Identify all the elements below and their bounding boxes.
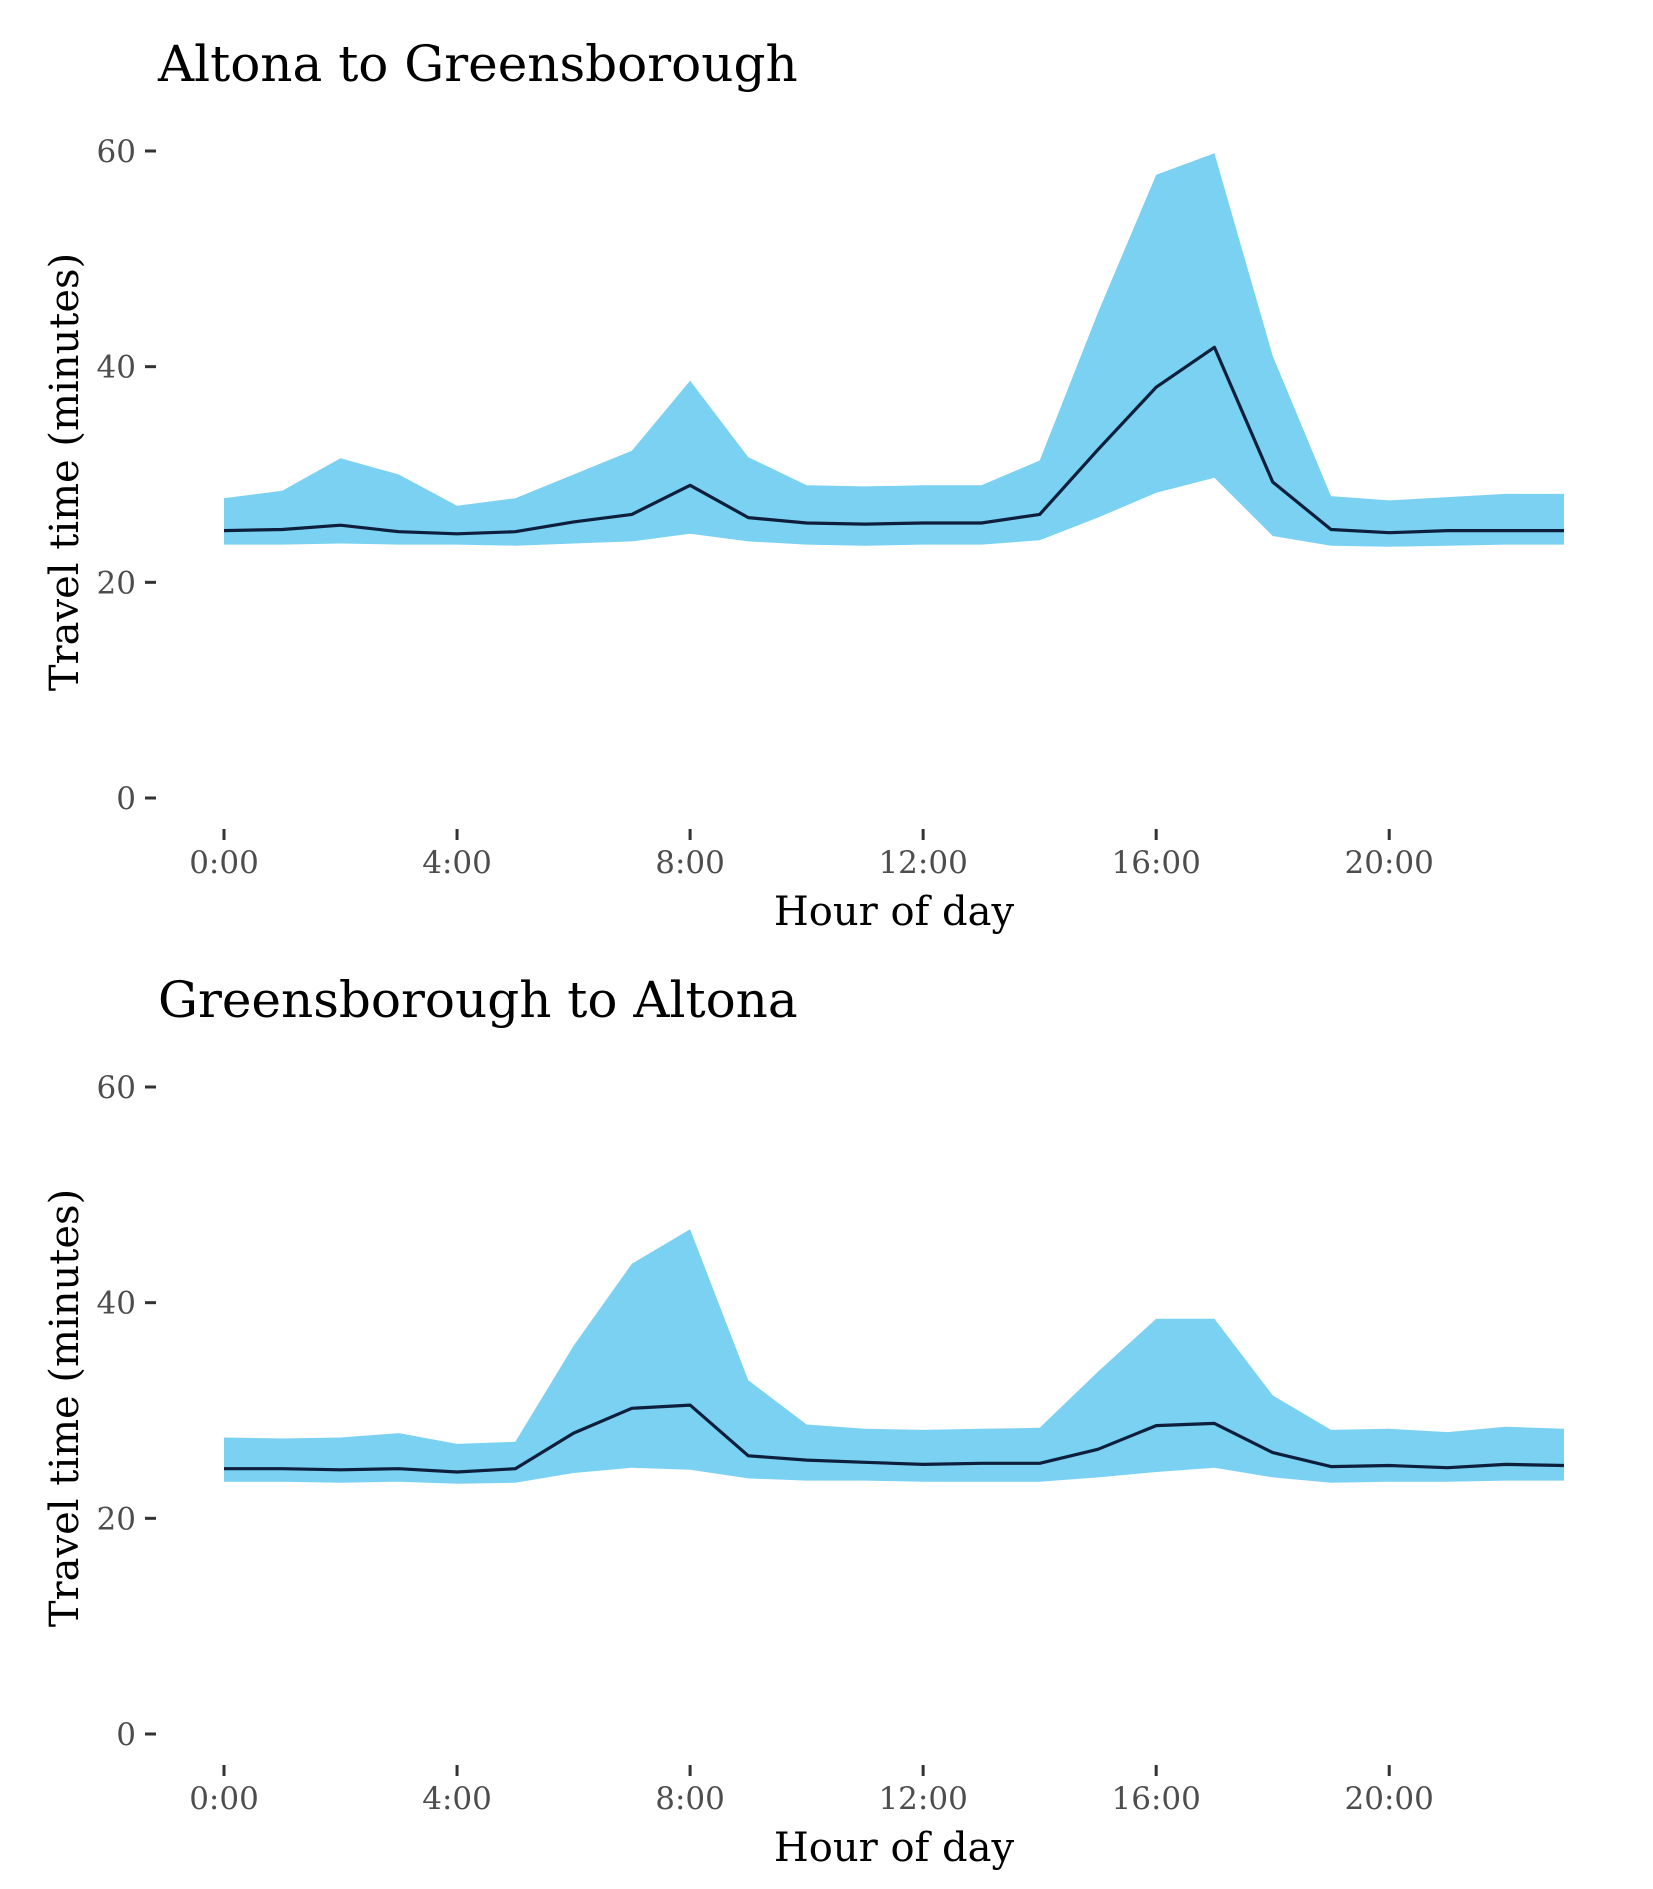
- y-tick-label: 60: [97, 1070, 136, 1106]
- x-tick-label: 4:00: [422, 1781, 492, 1817]
- series-line: [224, 1403, 1565, 1474]
- x-tick-label: 0:00: [189, 845, 259, 881]
- chart-panel-greensborough-to-altona: Greensborough to Altona Travel time (min…: [0, 936, 1653, 1876]
- y-tick-label: 40: [97, 350, 136, 386]
- y-tick-label: 0: [116, 781, 136, 817]
- range-band: [224, 153, 1564, 547]
- chart-title: Greensborough to Altona: [158, 971, 798, 1029]
- range-band: [224, 1229, 1564, 1484]
- x-tick-label: 8:00: [655, 1781, 725, 1817]
- chart-svg: Altona to Greensborough Travel time (min…: [42, 35, 1564, 935]
- x-tick-label: 16:00: [1112, 845, 1201, 881]
- x-tick-label: 20:00: [1345, 845, 1434, 881]
- chart-svg: Greensborough to Altona Travel time (min…: [42, 971, 1565, 1871]
- y-axis-title: Travel time (minutes): [42, 253, 88, 691]
- y-tick-label: 20: [97, 1501, 136, 1537]
- series-line: [223, 345, 1564, 536]
- x-tick-label: 12:00: [878, 1781, 967, 1817]
- x-tick-label: 0:00: [189, 1781, 259, 1817]
- y-tick-label: 20: [97, 565, 136, 601]
- x-tick-label: 8:00: [655, 845, 725, 881]
- x-tick-label: 20:00: [1345, 1781, 1434, 1817]
- y-axis-title: Travel time (minutes): [42, 1189, 88, 1627]
- x-tick-label: 4:00: [422, 845, 492, 881]
- y-tick-label: 60: [97, 134, 136, 170]
- x-tick-label: 16:00: [1112, 1781, 1201, 1817]
- plot-area: 0 20 40 60 0:00 4:00 8:00 12:00 16:00 20:00: [97, 1070, 1565, 1817]
- plot-area: 0 20 40 60 0:00 4:00 8:00 12:00 16:00 20:00: [97, 134, 1564, 881]
- y-tick-label: 0: [116, 1717, 136, 1753]
- chart-panel-altona-to-greensborough: Altona to Greensborough Travel time (min…: [0, 0, 1653, 940]
- x-axis-title: Hour of day: [774, 1825, 1015, 1871]
- chart-title: Altona to Greensborough: [157, 35, 798, 93]
- x-tick-label: 12:00: [878, 845, 967, 881]
- y-tick-label: 40: [97, 1286, 136, 1322]
- x-axis-title: Hour of day: [774, 889, 1015, 935]
